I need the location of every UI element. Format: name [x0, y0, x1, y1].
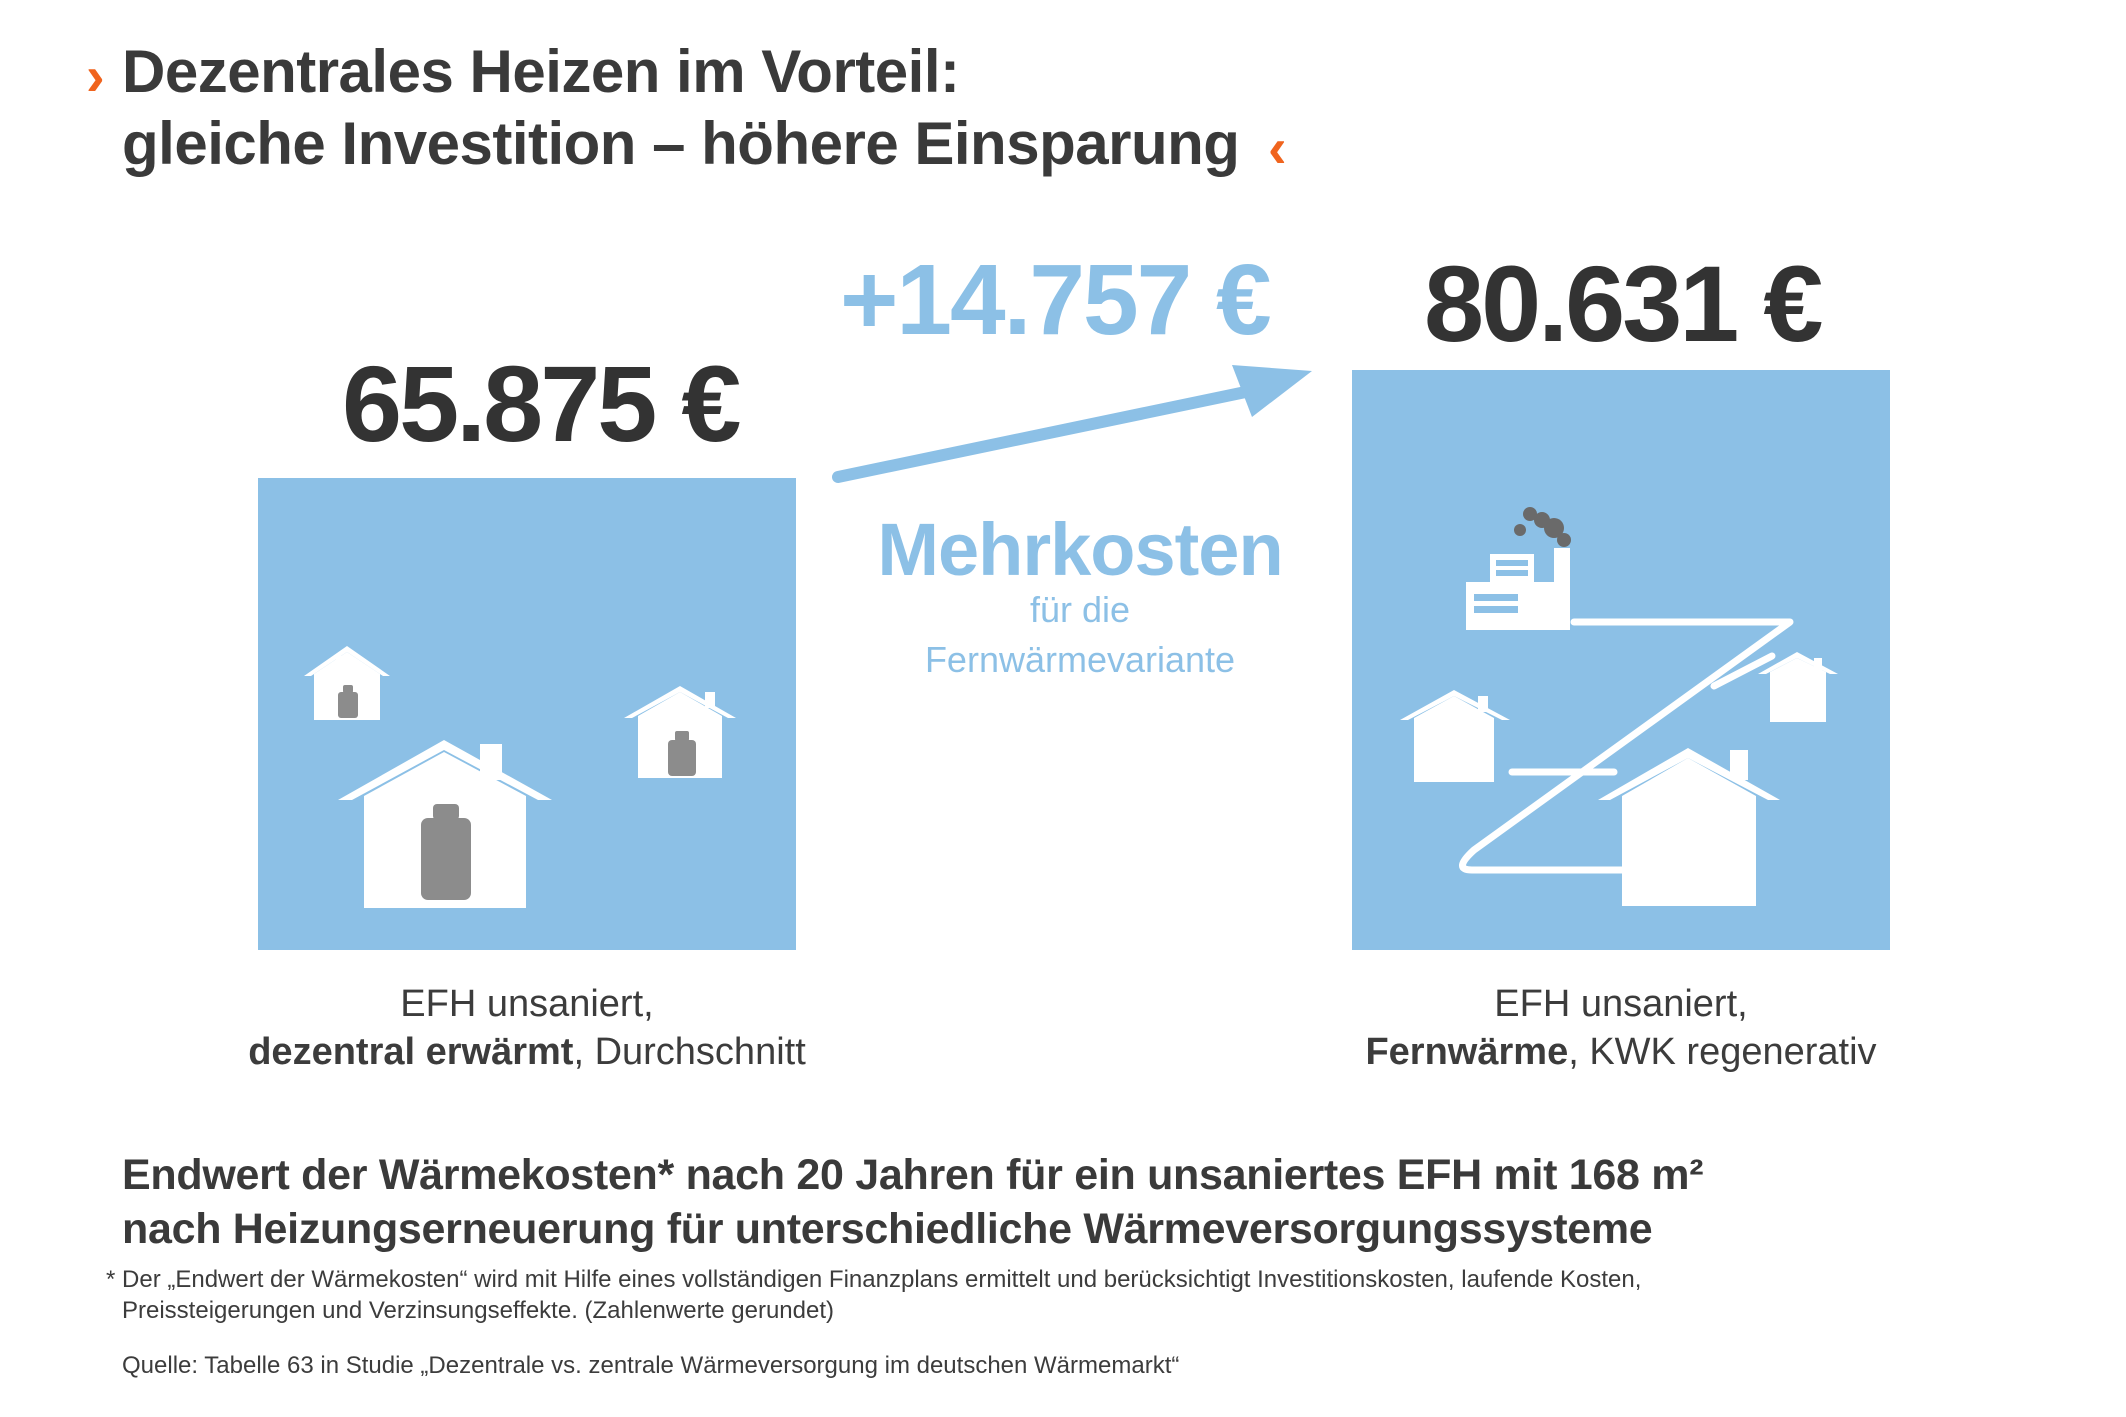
source-note: Quelle: Tabelle 63 in Studie „Dezentrale…: [122, 1352, 1180, 1379]
cost-increase-arrow-icon: [832, 365, 1312, 483]
difference-value: +14.757 €: [840, 244, 1272, 356]
heating-pipe-icon: [1459, 618, 1794, 874]
right-caption-bold: Fernwärme: [1365, 1031, 1569, 1073]
right-caption-line-1: EFH unsaniert,: [1494, 983, 1748, 1025]
left-caption: EFH unsaniert, dezentral erwärmt, Durchs…: [158, 980, 896, 1076]
bottom-heading-line-2: nach Heizungserneuerung für unterschiedl…: [122, 1205, 1653, 1253]
large-house-icon: [1598, 748, 1780, 906]
right-caption-line-2: Fernwärme, KWK regenerativ: [1252, 1028, 1990, 1076]
right-value: 80.631 €: [1424, 243, 1823, 364]
left-caption-rest: , Durchschnitt: [573, 1031, 806, 1073]
mehrkosten-subtitle-1: für die: [1029, 589, 1131, 630]
house-icon: [1758, 652, 1838, 722]
large-house-icon: [338, 740, 552, 908]
headline-line-1: Dezentrales Heizen im Vorteil:: [122, 38, 960, 105]
house-icon: [1400, 690, 1510, 782]
left-caption-bold: dezentral erwärmt: [248, 1031, 574, 1073]
small-house-icon: [624, 686, 736, 778]
district-heating-panel: [1352, 370, 1890, 950]
power-plant-icon: [1466, 507, 1571, 630]
footnote-line-2: Preissteigerungen und Verzinsungseffekte…: [122, 1297, 834, 1324]
right-caption-rest: , KWK regenerativ: [1568, 1031, 1877, 1073]
right-caption: EFH unsaniert, Fernwärme, KWK regenerati…: [1252, 980, 1990, 1076]
left-caption-line-2: dezentral erwärmt, Durchschnitt: [158, 1028, 896, 1076]
mehrkosten-title: Mehrkosten: [877, 508, 1283, 591]
bottom-heading-line-1: Endwert der Wärmekosten* nach 20 Jahren …: [122, 1151, 1704, 1199]
footnote-line-1: * Der „Endwert der Wärmekosten“ wird mit…: [106, 1266, 1642, 1293]
mehrkosten-subtitle-2: Fernwärmevariante: [924, 639, 1236, 680]
headline-line-2: gleiche Investition – höhere Einsparung: [122, 110, 1240, 177]
headline-chevron-open: ›: [86, 44, 105, 107]
decentral-panel: [258, 478, 796, 950]
left-value: 65.875 €: [342, 343, 741, 464]
headline-chevron-close: ‹: [1268, 116, 1287, 179]
small-house-icon: [304, 646, 390, 720]
left-caption-line-1: EFH unsaniert,: [400, 983, 654, 1025]
